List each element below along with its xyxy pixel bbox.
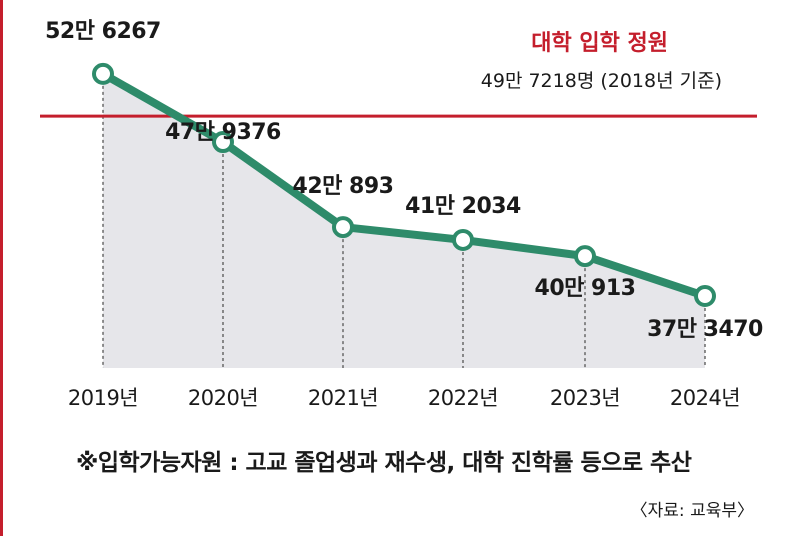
reference-value: 49만 7218명 (2018년 기준) [481, 70, 722, 92]
reference-title: 대학 입학 정원 [531, 31, 668, 56]
x-tick-2: 2020년 [188, 386, 258, 410]
series-line-group [99, 69, 709, 300]
area-fill [103, 73, 705, 368]
x-tick-1: 2019년 [68, 386, 138, 410]
x-tick-4: 2022년 [428, 386, 498, 410]
data-points [92, 62, 716, 307]
footnote: ※입학가능자원 : 고교 졸업생과 재수생, 대학 진학률 등으로 추산 [76, 450, 692, 476]
value-label-1: 52만 6267 [45, 19, 161, 44]
data-point-2 [212, 131, 234, 154]
value-label-5: 40만 913 [535, 276, 636, 301]
value-label-4: 41만 2034 [405, 194, 521, 219]
value-labels: 52만 6267 47만 9376 42만 893 41만 2034 40만 913 37… [45, 19, 763, 342]
data-point-5 [574, 245, 596, 268]
x-tick-3: 2021년 [308, 386, 378, 410]
area-layer [103, 73, 705, 368]
drop-lines [102, 73, 706, 368]
x-axis-ticks: 2019년 2020년 2021년 2022년 2023년 2024년 [68, 386, 741, 410]
source-note: 〈자료: 교육부〉 [630, 501, 754, 521]
reference-line-group: 대학 입학 정원 49만 7218명 (2018년 기준) [40, 31, 757, 118]
left-accent-rule [0, 0, 3, 536]
data-point-6 [694, 285, 716, 307]
x-tick-5: 2023년 [550, 386, 620, 410]
series-line [99, 69, 709, 300]
data-point-1 [92, 62, 114, 85]
value-label-2: 47만 9376 [165, 120, 281, 145]
x-tick-6: 2024년 [670, 386, 740, 410]
data-point-3 [332, 216, 354, 239]
line-chart: 대학 입학 정원 49만 7218명 (2018년 기준) 52만 6267 47만… [40, 19, 764, 410]
value-label-3: 42만 893 [293, 174, 394, 199]
value-label-6: 37만 3470 [647, 317, 763, 342]
data-point-4 [452, 228, 474, 251]
